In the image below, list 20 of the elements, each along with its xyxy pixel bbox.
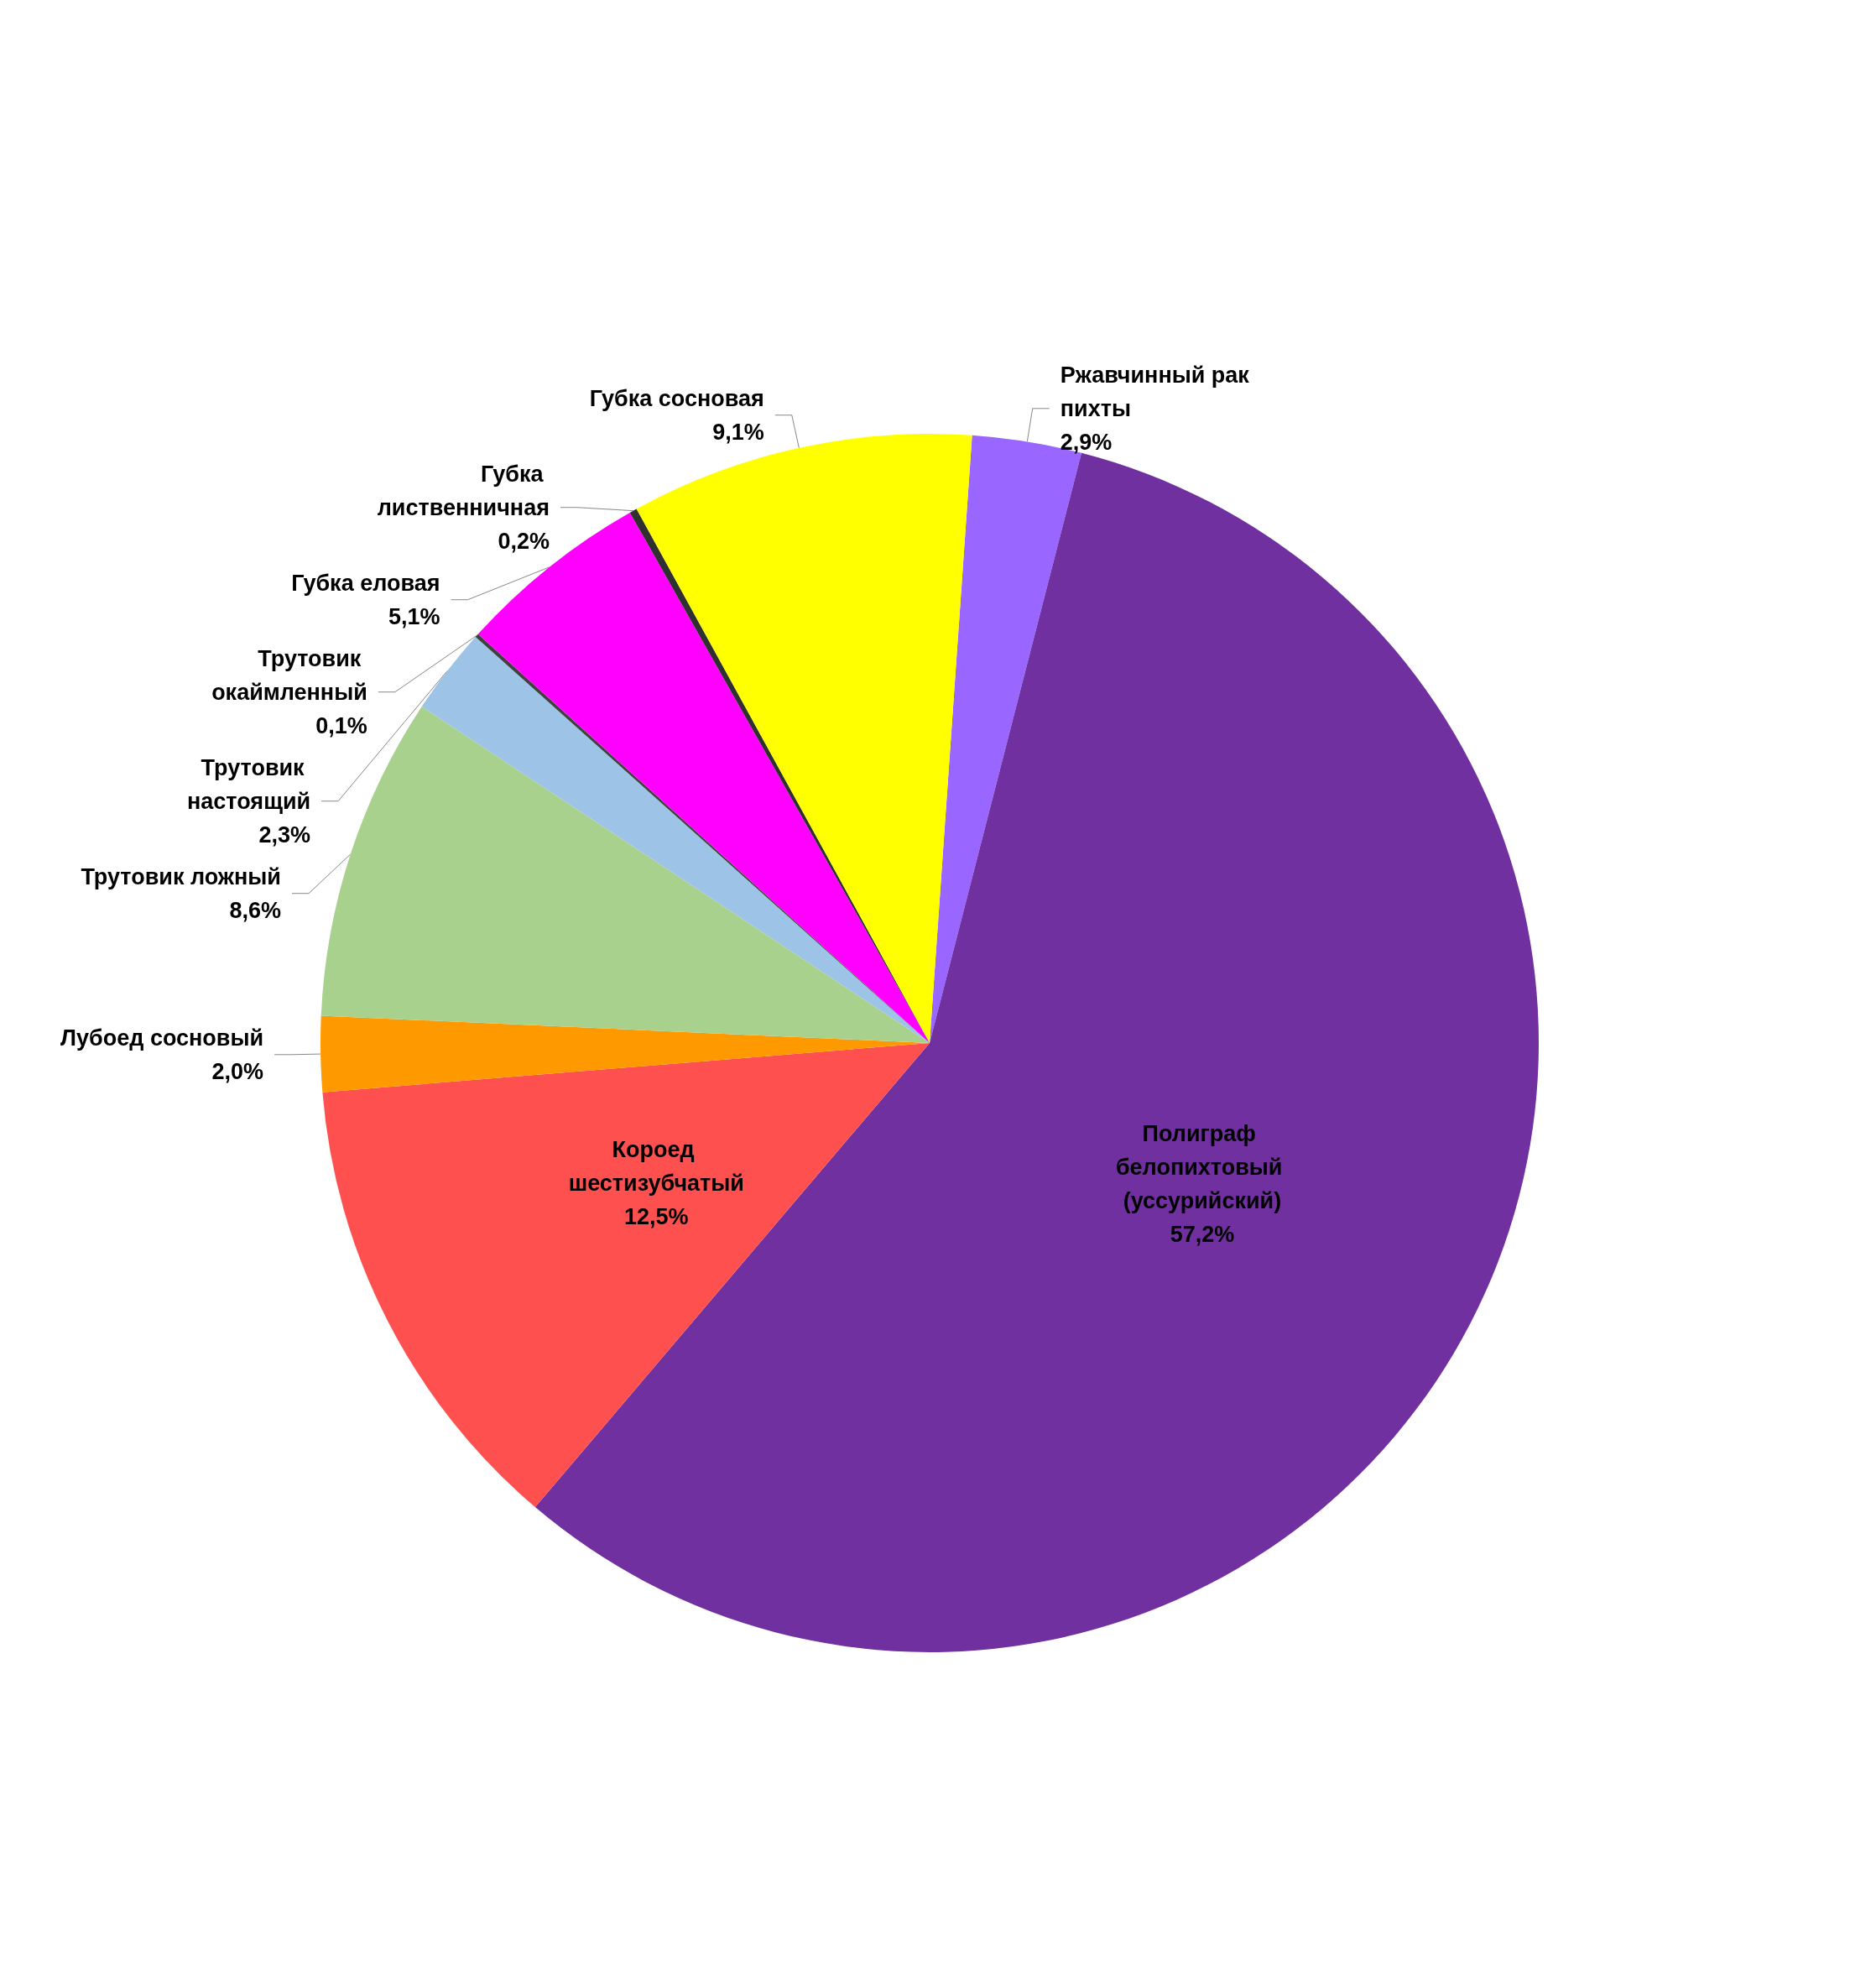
data-label: 2,9% [1060,429,1113,455]
data-label: 0,1% [315,712,367,738]
data-label: 2,0% [211,1058,264,1084]
slice-label: Лубоед сосновый [60,1025,264,1051]
data-label: 12,5% [624,1203,689,1229]
slice-label: Короед шестизубчатый [568,1136,744,1196]
data-label: 57,2% [1170,1222,1235,1248]
slice-label: Губка лиственничная [377,461,550,520]
data-label: 0,2% [498,528,550,554]
data-label: 2,3% [258,821,311,848]
slice-label: Полиграф белопихтовый (уссурийский) [1115,1121,1289,1214]
slice-label: Ржавчинный рак пихты [1060,362,1256,421]
slice-label: Трутовик окаймленный [211,645,367,705]
data-label: 5,1% [388,603,440,629]
data-label: 9,1% [712,419,764,445]
slice-label: Губка сосновая [589,385,764,411]
slice-label: Трутовик настоящий [187,754,311,814]
slice-label: Трутовик ложный [81,863,281,889]
data-label: 8,6% [229,897,281,923]
slice-label: Губка еловая [291,570,440,596]
